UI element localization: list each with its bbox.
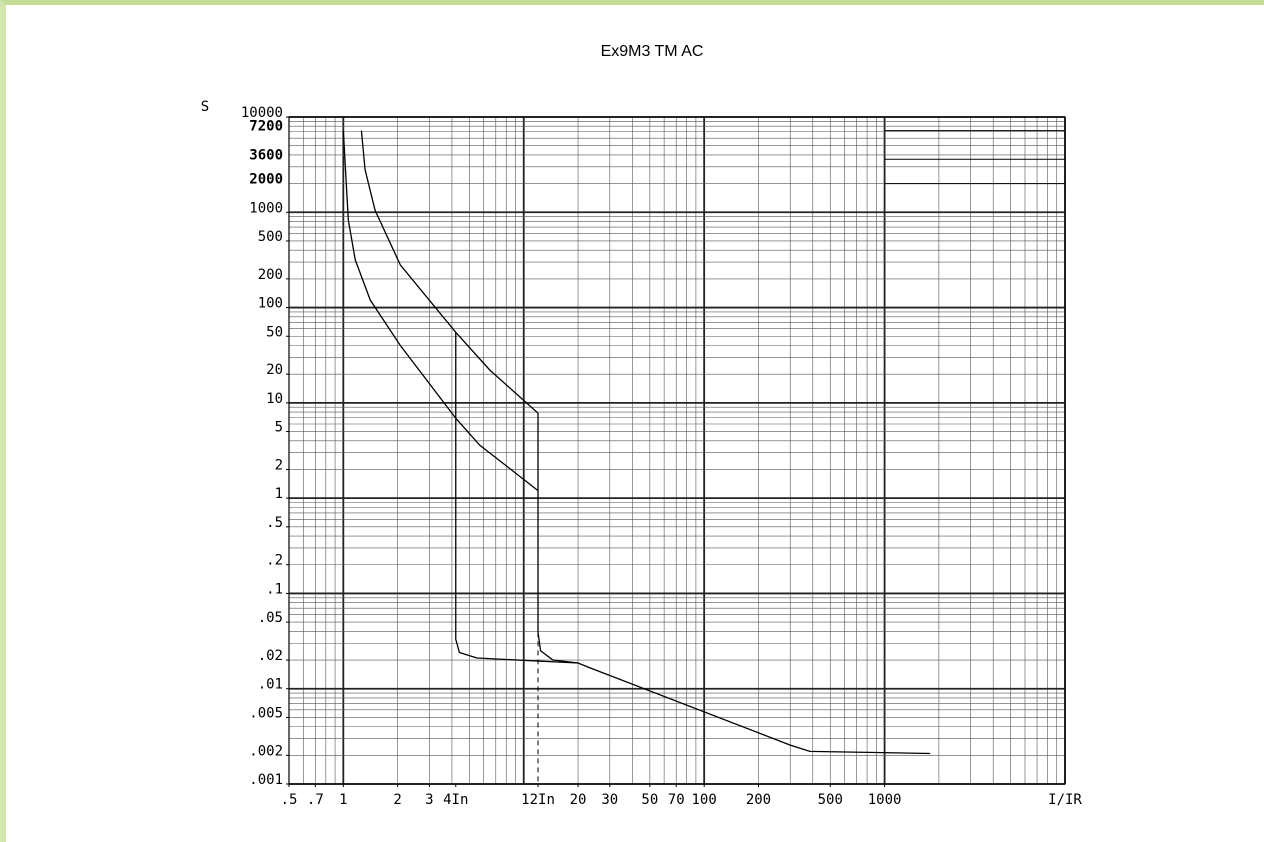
y-tick-label: 1000 <box>249 200 283 216</box>
x-tick-label: 3 <box>425 792 433 808</box>
y-tick-label: .01 <box>258 677 283 693</box>
x-tick-label: .5 <box>281 792 298 808</box>
y-tick-label: .05 <box>258 610 283 626</box>
y-tick-label: 7200 <box>249 119 283 135</box>
y-axis-label: S <box>201 99 209 115</box>
x-tick-label: 30 <box>601 792 618 808</box>
x-tick-label: 4In <box>443 792 468 808</box>
y-tick-label: 20 <box>266 362 283 378</box>
chart-title: Ex9M3 TM AC <box>601 43 704 60</box>
y-tick-label: .005 <box>249 705 283 721</box>
y-tick-label: 2 <box>275 457 283 473</box>
y-tick-label: .001 <box>249 772 283 788</box>
y-tick-label: .2 <box>266 553 283 569</box>
x-tick-label: 1 <box>339 792 347 808</box>
x-tick-label: 70 <box>668 792 685 808</box>
y-tick-label: 1 <box>275 486 283 502</box>
y-tick-label: 200 <box>258 267 283 283</box>
x-axis-label: I/IR <box>1048 792 1082 808</box>
y-tick-label: 2000 <box>249 172 283 188</box>
x-tick-label: 50 <box>641 792 658 808</box>
x-tick-label: 100 <box>692 792 717 808</box>
y-tick-label: 5 <box>275 420 283 436</box>
trip-curve <box>360 130 579 664</box>
y-tick-label: .5 <box>266 515 283 531</box>
trip-curve <box>342 130 539 492</box>
trip-curve <box>455 332 931 755</box>
y-tick-label: .02 <box>258 648 283 664</box>
y-tick-label: 50 <box>266 324 283 340</box>
x-tick-label: 20 <box>570 792 587 808</box>
x-tick-label: 12In <box>521 792 555 808</box>
x-tick-label: 200 <box>746 792 771 808</box>
y-tick-label: 10000 <box>241 105 283 121</box>
x-tick-label: 500 <box>818 792 843 808</box>
y-tick-label: 500 <box>258 229 283 245</box>
x-tick-label: 2 <box>393 792 401 808</box>
x-tick-label: 1000 <box>868 792 902 808</box>
y-tick-label: 100 <box>258 296 283 312</box>
y-tick-label: 10 <box>266 391 283 407</box>
y-tick-label: .002 <box>249 743 283 759</box>
y-tick-label: 3600 <box>249 147 283 163</box>
y-tick-label: .1 <box>266 581 283 597</box>
x-tick-label: .7 <box>307 792 324 808</box>
plot-frame <box>288 116 1066 785</box>
